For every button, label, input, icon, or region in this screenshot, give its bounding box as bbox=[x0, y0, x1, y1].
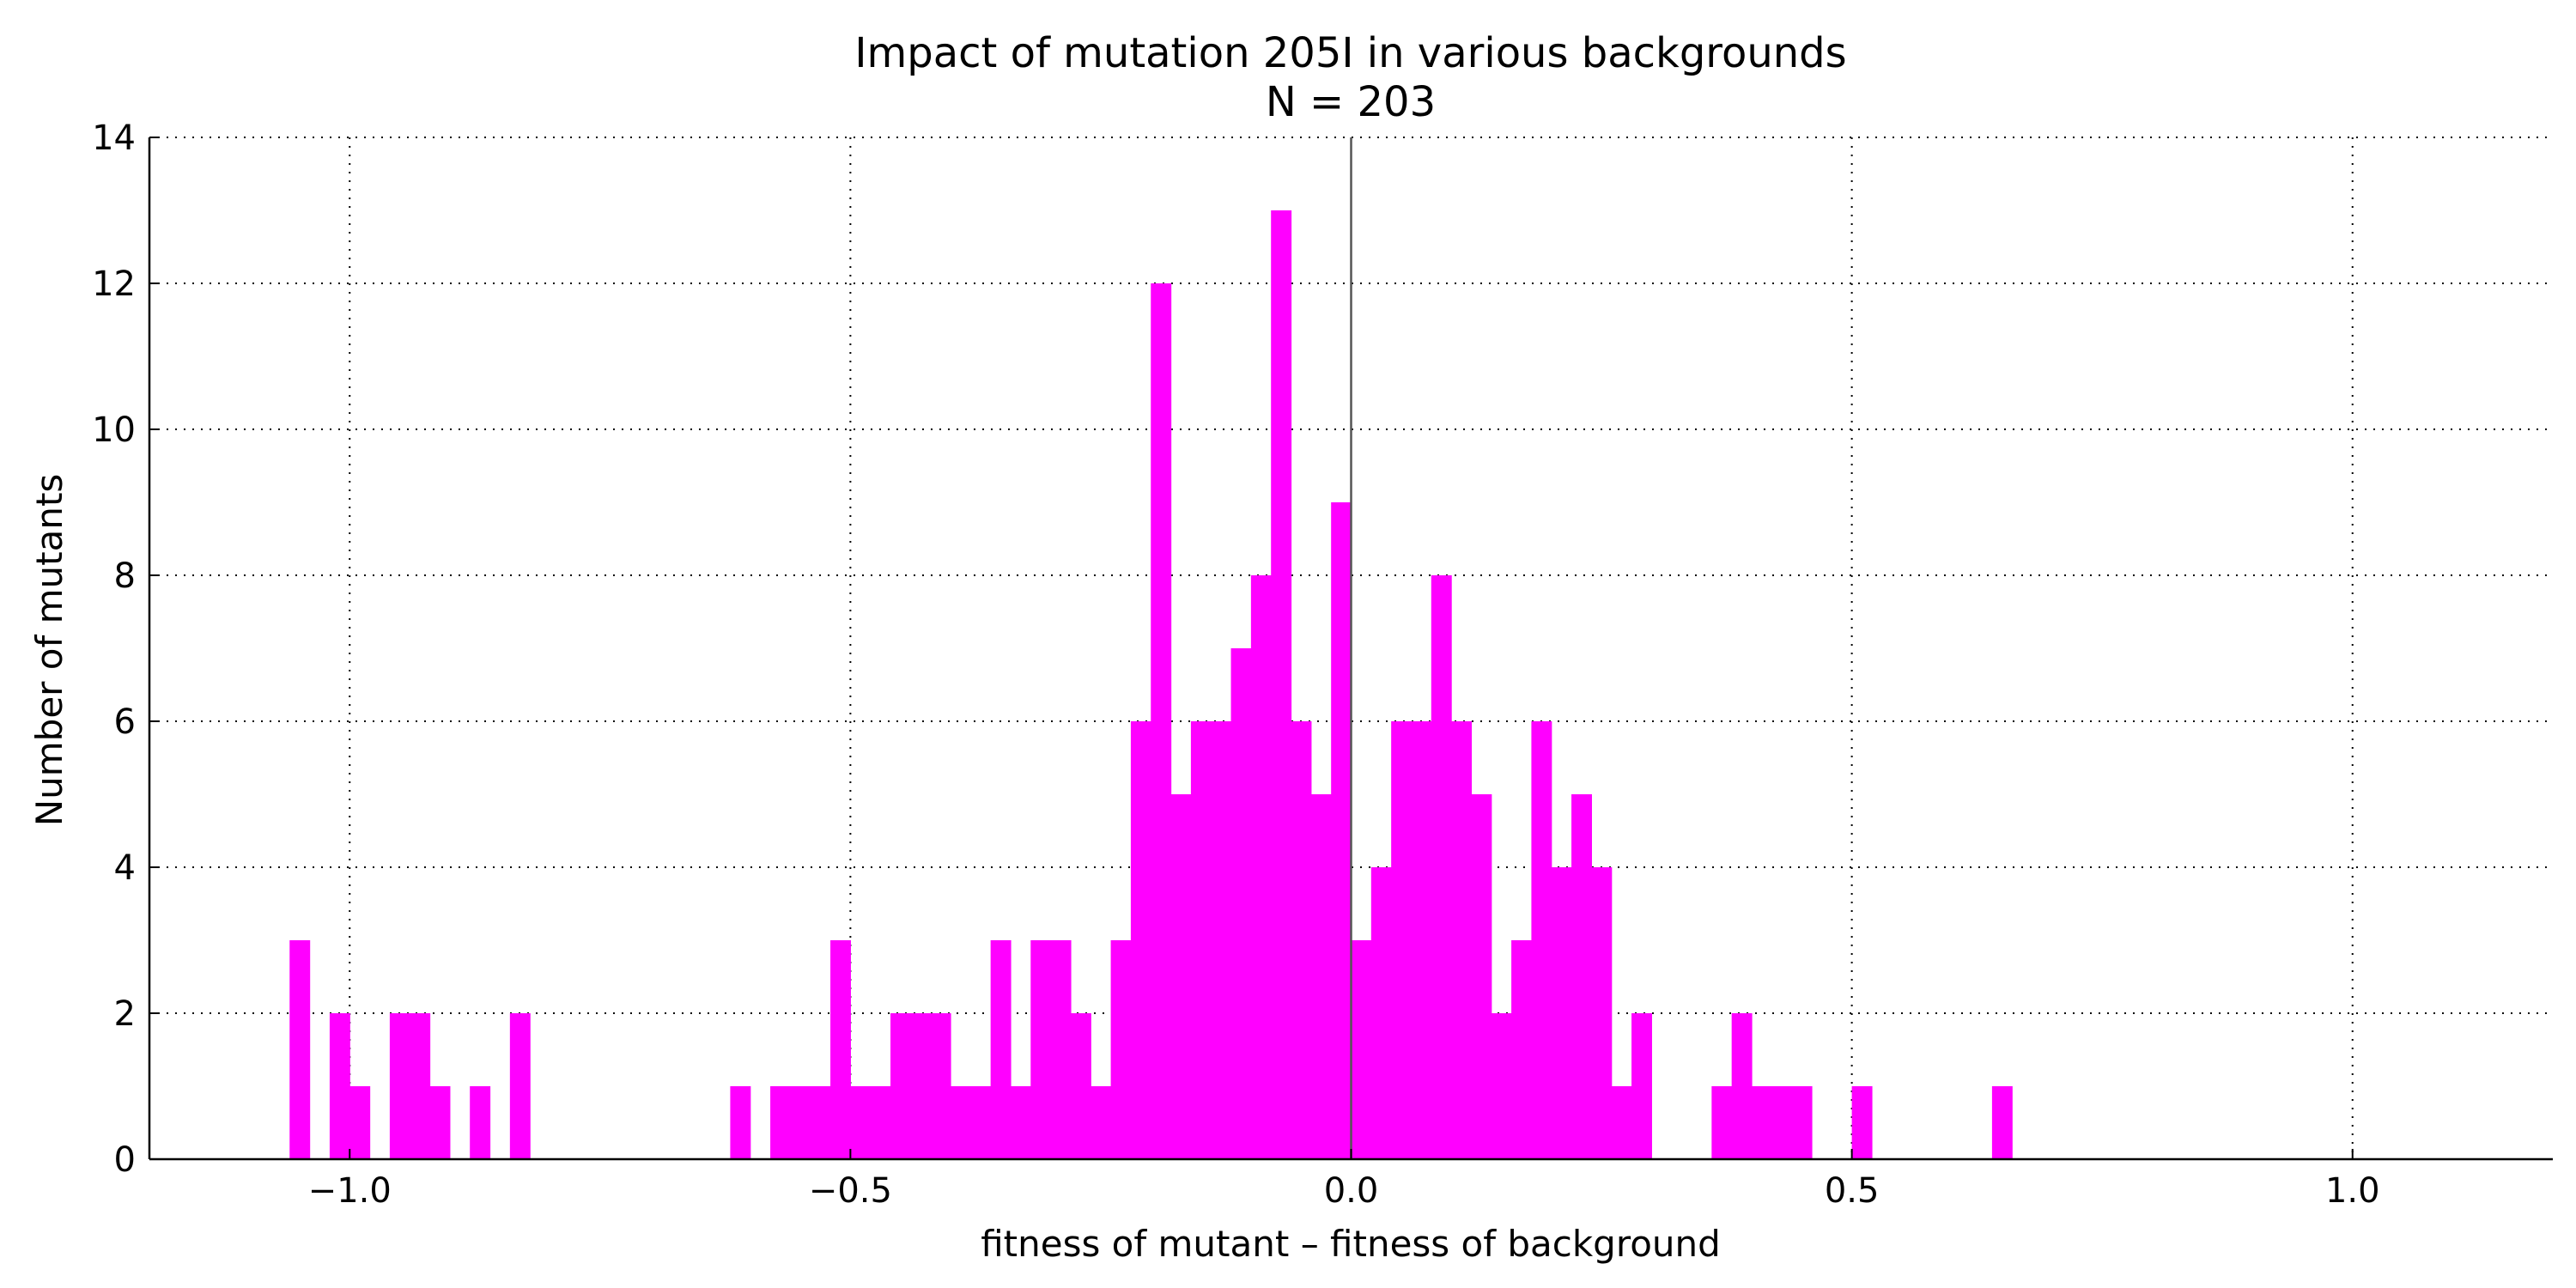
histogram-bar bbox=[1752, 1086, 1772, 1159]
histogram-bar bbox=[1771, 1086, 1793, 1159]
y-tick-label: 0 bbox=[114, 1140, 136, 1180]
histogram-bar bbox=[1070, 1013, 1091, 1159]
histogram-bar bbox=[1170, 794, 1192, 1159]
histogram-bar bbox=[1731, 1013, 1753, 1159]
x-tick-label: −0.5 bbox=[809, 1171, 892, 1211]
histogram-bar bbox=[1851, 1086, 1873, 1159]
histogram-bar bbox=[349, 1086, 371, 1159]
x-tick-labels: −1.0 −0.5 0.0 0.5 1.0 bbox=[308, 1171, 2380, 1211]
histogram-bar bbox=[1531, 721, 1552, 1159]
histogram-bar bbox=[1411, 721, 1432, 1159]
histogram-bar bbox=[1211, 721, 1232, 1159]
histogram-bar bbox=[289, 940, 311, 1159]
histogram-bar bbox=[470, 1086, 491, 1159]
histogram-bar bbox=[730, 1086, 751, 1159]
histogram-bar bbox=[1271, 210, 1292, 1159]
histogram-bars bbox=[289, 210, 2013, 1159]
y-tick-label: 6 bbox=[114, 702, 136, 742]
histogram-bar bbox=[1331, 502, 1352, 1159]
histogram-bar bbox=[1151, 283, 1172, 1159]
histogram-bar bbox=[1631, 1013, 1652, 1159]
histogram-bar bbox=[951, 1086, 971, 1159]
histogram-bar bbox=[990, 940, 1012, 1159]
histogram-bar bbox=[830, 940, 851, 1159]
histogram-bar bbox=[1230, 648, 1252, 1159]
x-tick-label: 0.5 bbox=[1825, 1171, 1880, 1211]
y-tick-label: 14 bbox=[92, 118, 136, 158]
y-tick-label: 10 bbox=[92, 410, 136, 450]
histogram-bar bbox=[1030, 940, 1052, 1159]
histogram-bar bbox=[429, 1086, 451, 1159]
histogram-bar bbox=[1091, 1086, 1112, 1159]
histogram-bar bbox=[890, 1013, 911, 1159]
histogram-bar bbox=[410, 1013, 431, 1159]
y-tick-label: 12 bbox=[92, 264, 136, 304]
histogram-bar bbox=[1250, 575, 1272, 1159]
histogram-bar bbox=[1511, 940, 1533, 1159]
y-tick-label: 8 bbox=[114, 556, 136, 596]
histogram-bar bbox=[1551, 867, 1572, 1159]
histogram-bar bbox=[1591, 867, 1613, 1159]
histogram-bar bbox=[1791, 1086, 1813, 1159]
histogram-bar bbox=[1310, 794, 1332, 1159]
histogram-bar bbox=[1451, 721, 1473, 1159]
histogram-bar bbox=[1370, 867, 1392, 1159]
histogram-bar bbox=[509, 1013, 531, 1159]
histogram-bar bbox=[1110, 940, 1132, 1159]
histogram-bar bbox=[1391, 721, 1413, 1159]
histogram-bar bbox=[1471, 794, 1492, 1159]
histogram-bar bbox=[1991, 1086, 2013, 1159]
axes bbox=[148, 137, 2553, 1161]
histogram-bar bbox=[1050, 940, 1072, 1159]
histogram-bar bbox=[1571, 794, 1592, 1159]
histogram-bar bbox=[1010, 1086, 1031, 1159]
histogram-bar bbox=[770, 1086, 791, 1159]
histogram-bar bbox=[790, 1086, 811, 1159]
histogram-bar bbox=[1711, 1086, 1733, 1159]
y-tick-label: 4 bbox=[114, 848, 136, 888]
histogram-bar bbox=[850, 1086, 872, 1159]
x-tick-label: 1.0 bbox=[2325, 1171, 2380, 1211]
histogram-bar bbox=[1291, 721, 1312, 1159]
histogram-bar bbox=[970, 1086, 992, 1159]
histogram-bar bbox=[1190, 721, 1212, 1159]
y-tick-label: 2 bbox=[114, 994, 136, 1034]
histogram-bar bbox=[329, 1013, 350, 1159]
chart-subtitle: N = 203 bbox=[1266, 78, 1436, 126]
histogram-bar bbox=[1351, 940, 1372, 1159]
x-axis-label: fitness of mutant – fitness of backgroun… bbox=[981, 1223, 1721, 1265]
y-axis-label: Number of mutants bbox=[28, 474, 70, 827]
histogram-bar bbox=[870, 1086, 891, 1159]
x-tick-label: −1.0 bbox=[308, 1171, 392, 1211]
histogram-bar bbox=[910, 1013, 932, 1159]
x-tick-label: 0.0 bbox=[1324, 1171, 1379, 1211]
histogram-bar bbox=[930, 1013, 951, 1159]
histogram-bar bbox=[1611, 1086, 1632, 1159]
histogram-bar bbox=[1491, 1013, 1512, 1159]
histogram-bar bbox=[1130, 721, 1151, 1159]
chart-title: Impact of mutation 205I in various backg… bbox=[854, 29, 1846, 77]
histogram-bar bbox=[389, 1013, 410, 1159]
histogram-bar bbox=[1431, 575, 1452, 1159]
histogram-bar bbox=[810, 1086, 831, 1159]
y-tick-labels: 0 2 4 6 8 10 12 14 bbox=[92, 118, 136, 1180]
